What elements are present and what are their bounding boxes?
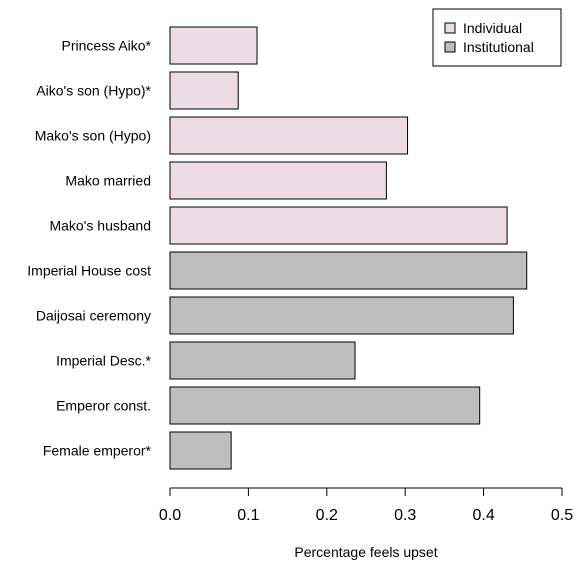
bar-female-emperor [169,431,232,470]
category-label-female-emperor: Female emperor* [43,443,152,459]
legend-label-institutional: Institutional [463,39,534,55]
legend-swatch-institutional [444,41,456,53]
category-label-mako-married: Mako married [65,173,151,189]
x-axis: 0.0 0.1 0.2 0.3 0.4 0.5 [159,487,573,524]
bar-imperial-desc [169,341,356,380]
legend-box [432,8,562,67]
bar-daijosai-ceremony [169,296,514,335]
category-label-aiko-s-son-hypo: Aiko's son (Hypo)* [36,83,151,99]
bar-mako-married [169,161,387,200]
bars-layer [169,26,528,470]
category-label-mako-s-son-hypo: Mako's son (Hypo) [35,128,151,144]
category-label-princess-aiko: Princess Aiko* [62,38,152,54]
category-label-imperial-house-cost: Imperial House cost [27,263,151,279]
bar-imperial-house-cost [169,251,528,290]
x-axis-title: Percentage feels upset [294,544,437,560]
bar-aiko-s-son-hypo [169,71,239,110]
x-tick-label: 0.2 [316,507,338,524]
x-tick-label: 0.5 [551,507,573,524]
category-label-mako-s-husband: Mako's husband [49,218,151,234]
category-label-daijosai-ceremony: Daijosai ceremony [36,308,151,324]
category-label-emperor-const: Emperor const. [56,398,151,414]
bar-emperor-const [169,386,481,425]
x-tick-label: 0.1 [237,507,259,524]
category-labels: Princess Aiko* Aiko's son (Hypo)* Mako's s… [27,38,151,459]
x-tick-label: 0.3 [394,507,416,524]
category-label-imperial-desc: Imperial Desc.* [56,353,151,369]
legend-swatch-individual [444,22,456,34]
legend-label-individual: Individual [463,20,522,36]
bar-mako-s-son-hypo [169,116,409,155]
x-tick-label: 0.0 [159,507,181,524]
bar-princess-aiko [169,26,258,65]
legend: Individual Institutional [432,8,562,67]
x-tick-label: 0.4 [472,507,494,524]
bar-mako-s-husband [169,206,508,245]
